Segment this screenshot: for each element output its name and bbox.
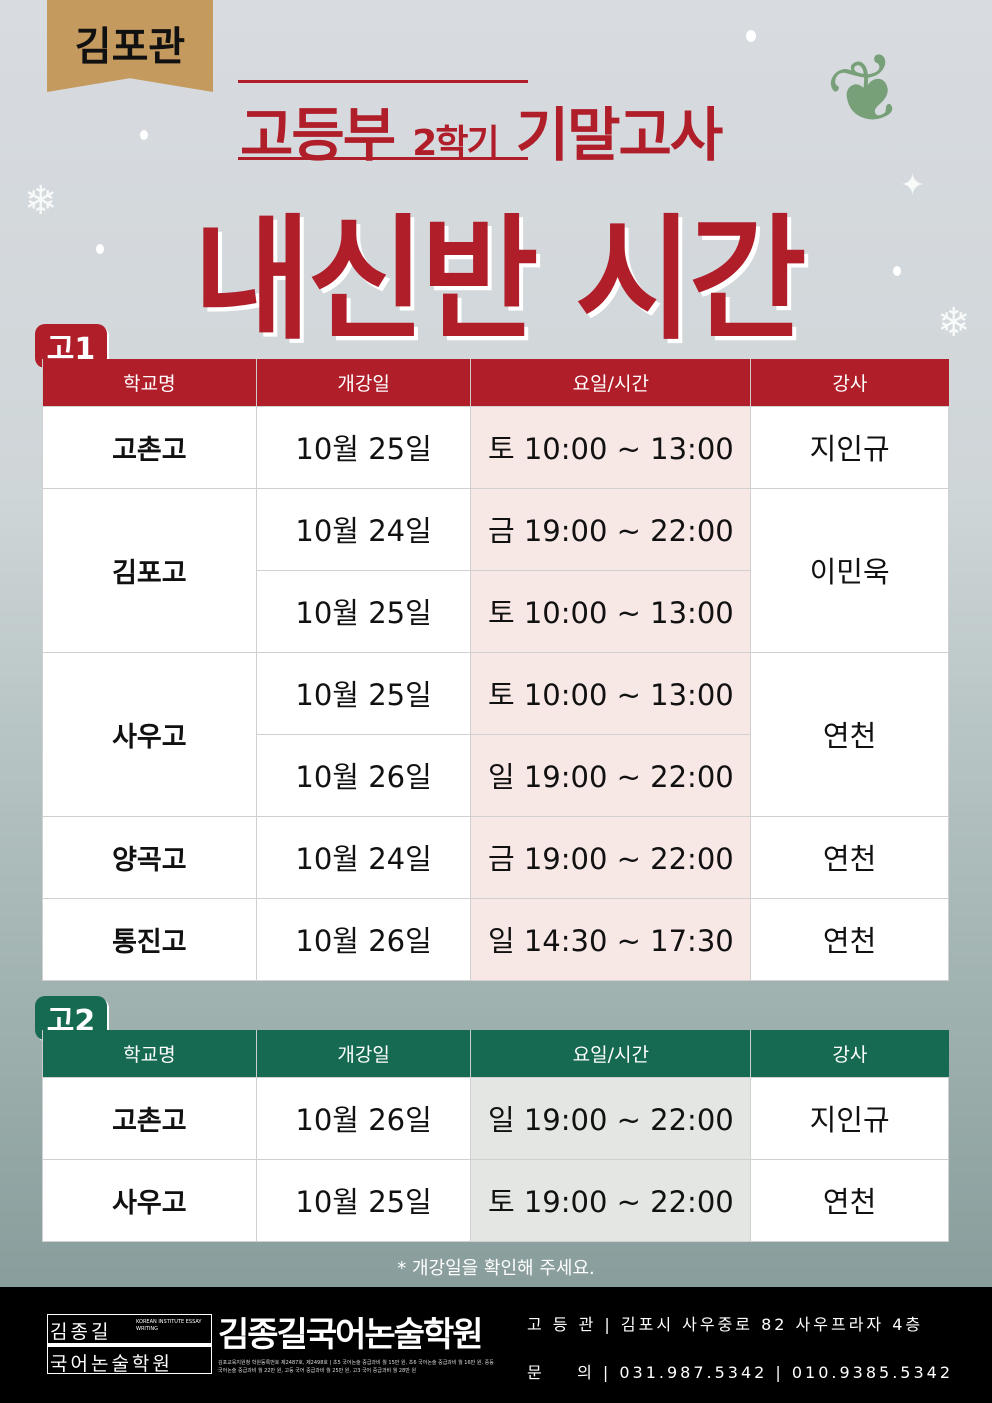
- fine-print: 김포교육지원청 학원등록번호 제2487호, 제2498호 | 초5 국어논술 …: [218, 1360, 494, 1374]
- start-date: 10월 25일: [255, 651, 472, 735]
- snowflake-icon: ❄: [937, 300, 971, 346]
- day-time: 일 14:30 ~ 17:30: [470, 897, 752, 981]
- table-row: 사우고 10월 25일 토 10:00 ~ 13:00 연천: [42, 651, 949, 817]
- column-header: 강사: [750, 1030, 949, 1077]
- school-name: 고촌고: [42, 405, 257, 489]
- teacher: 연천: [750, 1158, 949, 1242]
- start-date: 10월 25일: [255, 569, 472, 653]
- school-name: 통진고: [42, 897, 257, 981]
- teacher: 지인규: [750, 405, 949, 489]
- school-name: 양곡고: [42, 815, 257, 899]
- day-time: 일 19:00 ~ 22:00: [470, 1076, 752, 1160]
- column-header: 강사: [750, 359, 949, 406]
- leaf-branch-icon: ❦: [814, 30, 922, 155]
- subtitle-rule: [238, 80, 528, 160]
- teacher: 연천: [750, 651, 949, 817]
- contact: 문 의 | 031.987.5342 | 010.9385.5342: [527, 1363, 954, 1382]
- table-row: 고촌고 10월 25일 토 10:00 ~ 13:00 지인규: [42, 405, 949, 489]
- logo-en: KOREAN INSTITUTE ESSAY WRITING: [136, 1319, 202, 1332]
- start-date: 10월 24일: [255, 487, 472, 571]
- subtitle-a: 고등부: [240, 101, 413, 169]
- subtitle: 고등부 2학기 기말고사: [240, 88, 723, 172]
- teacher: 연천: [750, 897, 949, 981]
- academy-logo: 김종길 KOREAN INSTITUTE ESSAY WRITING 국어논술학…: [47, 1314, 212, 1375]
- day-time: 금 19:00 ~ 22:00: [470, 815, 752, 899]
- table-row: 통진고 10월 26일 일 14:30 ~ 17:30 연천: [42, 897, 949, 981]
- subtitle-b: 2학기: [412, 123, 499, 164]
- day-time: 토 10:00 ~ 13:00: [470, 651, 752, 735]
- school-name: 사우고: [42, 651, 257, 817]
- logo-top: 김종길: [50, 1321, 112, 1343]
- day-time: 토 19:00 ~ 22:00: [470, 1158, 752, 1242]
- column-header: 요일/시간: [470, 359, 751, 406]
- day-time: 일 19:00 ~ 22:00: [470, 733, 752, 817]
- sparkle-icon: ✦: [900, 168, 926, 203]
- snow-dot: [893, 266, 901, 276]
- column-header: 학교명: [42, 1030, 257, 1077]
- table-row: 양곡고 10월 24일 금 19:00 ~ 22:00 연천: [42, 815, 949, 899]
- start-date: 10월 24일: [255, 815, 472, 899]
- table-row: 사우고 10월 25일 토 19:00 ~ 22:00 연천: [42, 1158, 949, 1242]
- start-date: 10월 26일: [255, 1076, 472, 1160]
- snow-dot: [746, 30, 756, 42]
- start-date: 10월 26일: [255, 897, 472, 981]
- column-header: 개강일: [255, 359, 471, 406]
- subtitle-c: 기말고사: [497, 101, 723, 169]
- snow-dot: [140, 130, 148, 140]
- teacher: 연천: [750, 815, 949, 899]
- snow-dot: [96, 244, 104, 254]
- teacher: 이민욱: [750, 487, 949, 653]
- address: 고 등 관 | 김포시 사우중로 82 사우프라자 4층: [527, 1315, 924, 1334]
- logo-bottom: 국어논술학원: [50, 1353, 173, 1375]
- footer: 김종길 KOREAN INSTITUTE ESSAY WRITING 국어논술학…: [0, 1287, 992, 1403]
- start-date: 10월 26일: [255, 733, 472, 817]
- g1-timetable: 학교명 개강일 요일/시간 강사 고촌고 10월 25일 토 10:00 ~ 13:00 지인…: [42, 359, 949, 981]
- brand-name: 김종길국어논술학원: [218, 1315, 484, 1355]
- table-row: 김포고 10월 24일 금 19:00 ~ 22:00 이민욱: [42, 487, 949, 653]
- column-header: 학교명: [42, 359, 257, 406]
- start-date: 10월 25일: [255, 405, 472, 489]
- table-row: 10월 26일 일 19:00 ~ 22:00: [43, 733, 949, 817]
- column-header: 개강일: [255, 1030, 471, 1077]
- day-time: 금 19:00 ~ 22:00: [470, 487, 752, 571]
- school-name: 고촌고: [42, 1076, 257, 1160]
- notice: * 개강일을 확인해 주세요.: [397, 1258, 595, 1279]
- g2-timetable: 학교명 개강일 요일/시간 강사 고촌고 10월 26일 일 19:00 ~ 22:00 지인…: [42, 1030, 949, 1242]
- table-row: 10월 25일 토 10:00 ~ 13:00: [43, 569, 949, 653]
- day-time: 토 10:00 ~ 13:00: [470, 405, 752, 489]
- branch-badge: 김포관: [47, 0, 213, 92]
- snowflake-icon: ❄: [24, 178, 58, 224]
- start-date: 10월 25일: [255, 1158, 472, 1242]
- school-name: 김포고: [42, 487, 257, 653]
- teacher: 지인규: [750, 1076, 949, 1160]
- table-row: 고촌고 10월 26일 일 19:00 ~ 22:00 지인규: [42, 1076, 949, 1160]
- column-header: 요일/시간: [470, 1030, 751, 1077]
- day-time: 토 10:00 ~ 13:00: [470, 569, 752, 653]
- school-name: 사우고: [42, 1158, 257, 1242]
